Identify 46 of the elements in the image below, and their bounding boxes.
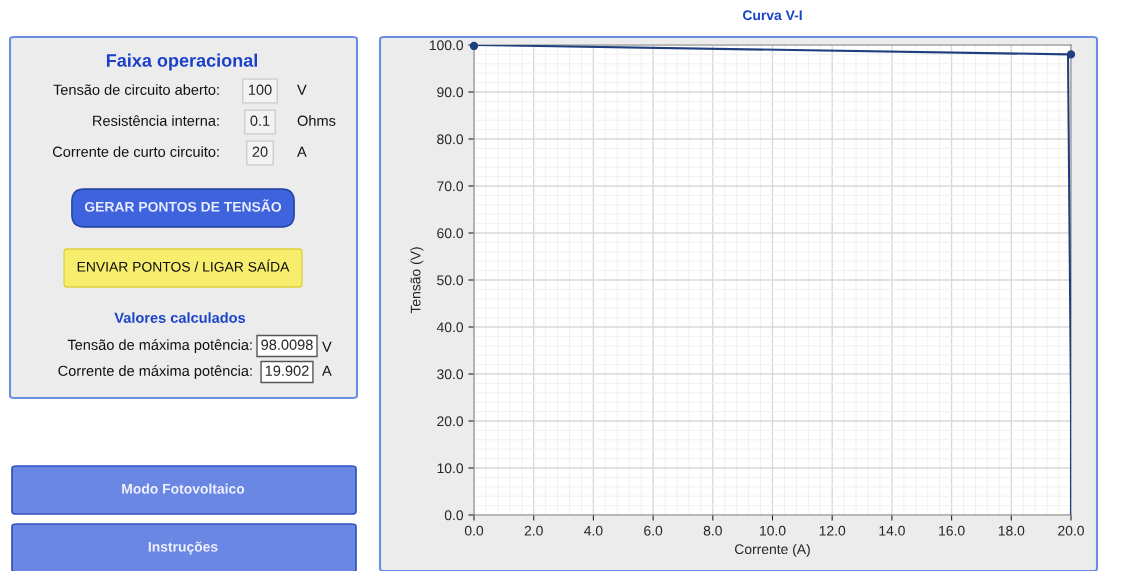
text: 19.902	[265, 365, 309, 376]
text: Valores calculados	[114, 312, 246, 323]
text: Instruções	[148, 541, 218, 555]
x-tick-label: 6.0	[644, 525, 663, 536]
x-axis-title: Corrente (A)	[735, 543, 810, 557]
text: Tensão de máxima potência:	[67, 339, 252, 353]
y-tick-label: 20.0	[437, 416, 464, 427]
x-tick-label: 16.0	[939, 525, 965, 536]
text: A	[322, 365, 332, 376]
text: Corrente de máxima potência:	[58, 365, 252, 379]
x-tick-label: 10.0	[760, 525, 786, 536]
y-tick-label: 100.0	[429, 40, 464, 51]
chart-title: Curva V-I	[742, 10, 802, 21]
text: Ohms	[297, 115, 336, 126]
y-tick-label: 70.0	[437, 181, 464, 192]
y-tick-label: 10.0	[437, 463, 464, 474]
x-tick-label: 0.0	[464, 525, 484, 536]
y-tick-label: 30.0	[437, 369, 464, 380]
y-tick-label: 0.0	[444, 510, 464, 521]
x-tick-label: 18.0	[998, 525, 1025, 536]
y-tick-label: 50.0	[437, 275, 464, 286]
text: Modo Fotovoltaico	[122, 483, 245, 494]
y-tick-label: 40.0	[436, 322, 464, 333]
y-axis-title: Tensão (V)	[410, 247, 424, 314]
x-tick-label: 12.0	[819, 525, 846, 536]
text: Resistência interna:	[93, 115, 219, 126]
text: Faixa operacional	[106, 53, 257, 71]
text: Tensão de circuito aberto:	[53, 84, 219, 95]
text: 20	[252, 146, 268, 157]
text: Corrente de curto circuito:	[52, 146, 219, 157]
x-tick-label: 4.0	[584, 525, 603, 536]
text: 98.0098	[261, 339, 313, 350]
text: ENVIAR PONTOS / LIGAR SAÍDA	[77, 259, 290, 272]
y-tick-label: 60.0	[437, 228, 464, 239]
text: V	[297, 84, 307, 95]
x-tick-label: 20.0	[1058, 525, 1084, 536]
text: 100	[248, 84, 272, 95]
x-tick-label: 14.0	[879, 525, 905, 536]
y-tick-label: 80.0	[437, 134, 464, 145]
y-tick-label: 90.0	[437, 87, 464, 98]
text: GERAR PONTOS DE TENSÃO	[84, 199, 282, 212]
text: 0.1	[250, 115, 270, 126]
x-tick-label: 8.0	[703, 525, 722, 536]
text: A	[297, 146, 307, 157]
x-tick-label: 2.0	[524, 525, 543, 536]
text: V	[322, 341, 332, 352]
